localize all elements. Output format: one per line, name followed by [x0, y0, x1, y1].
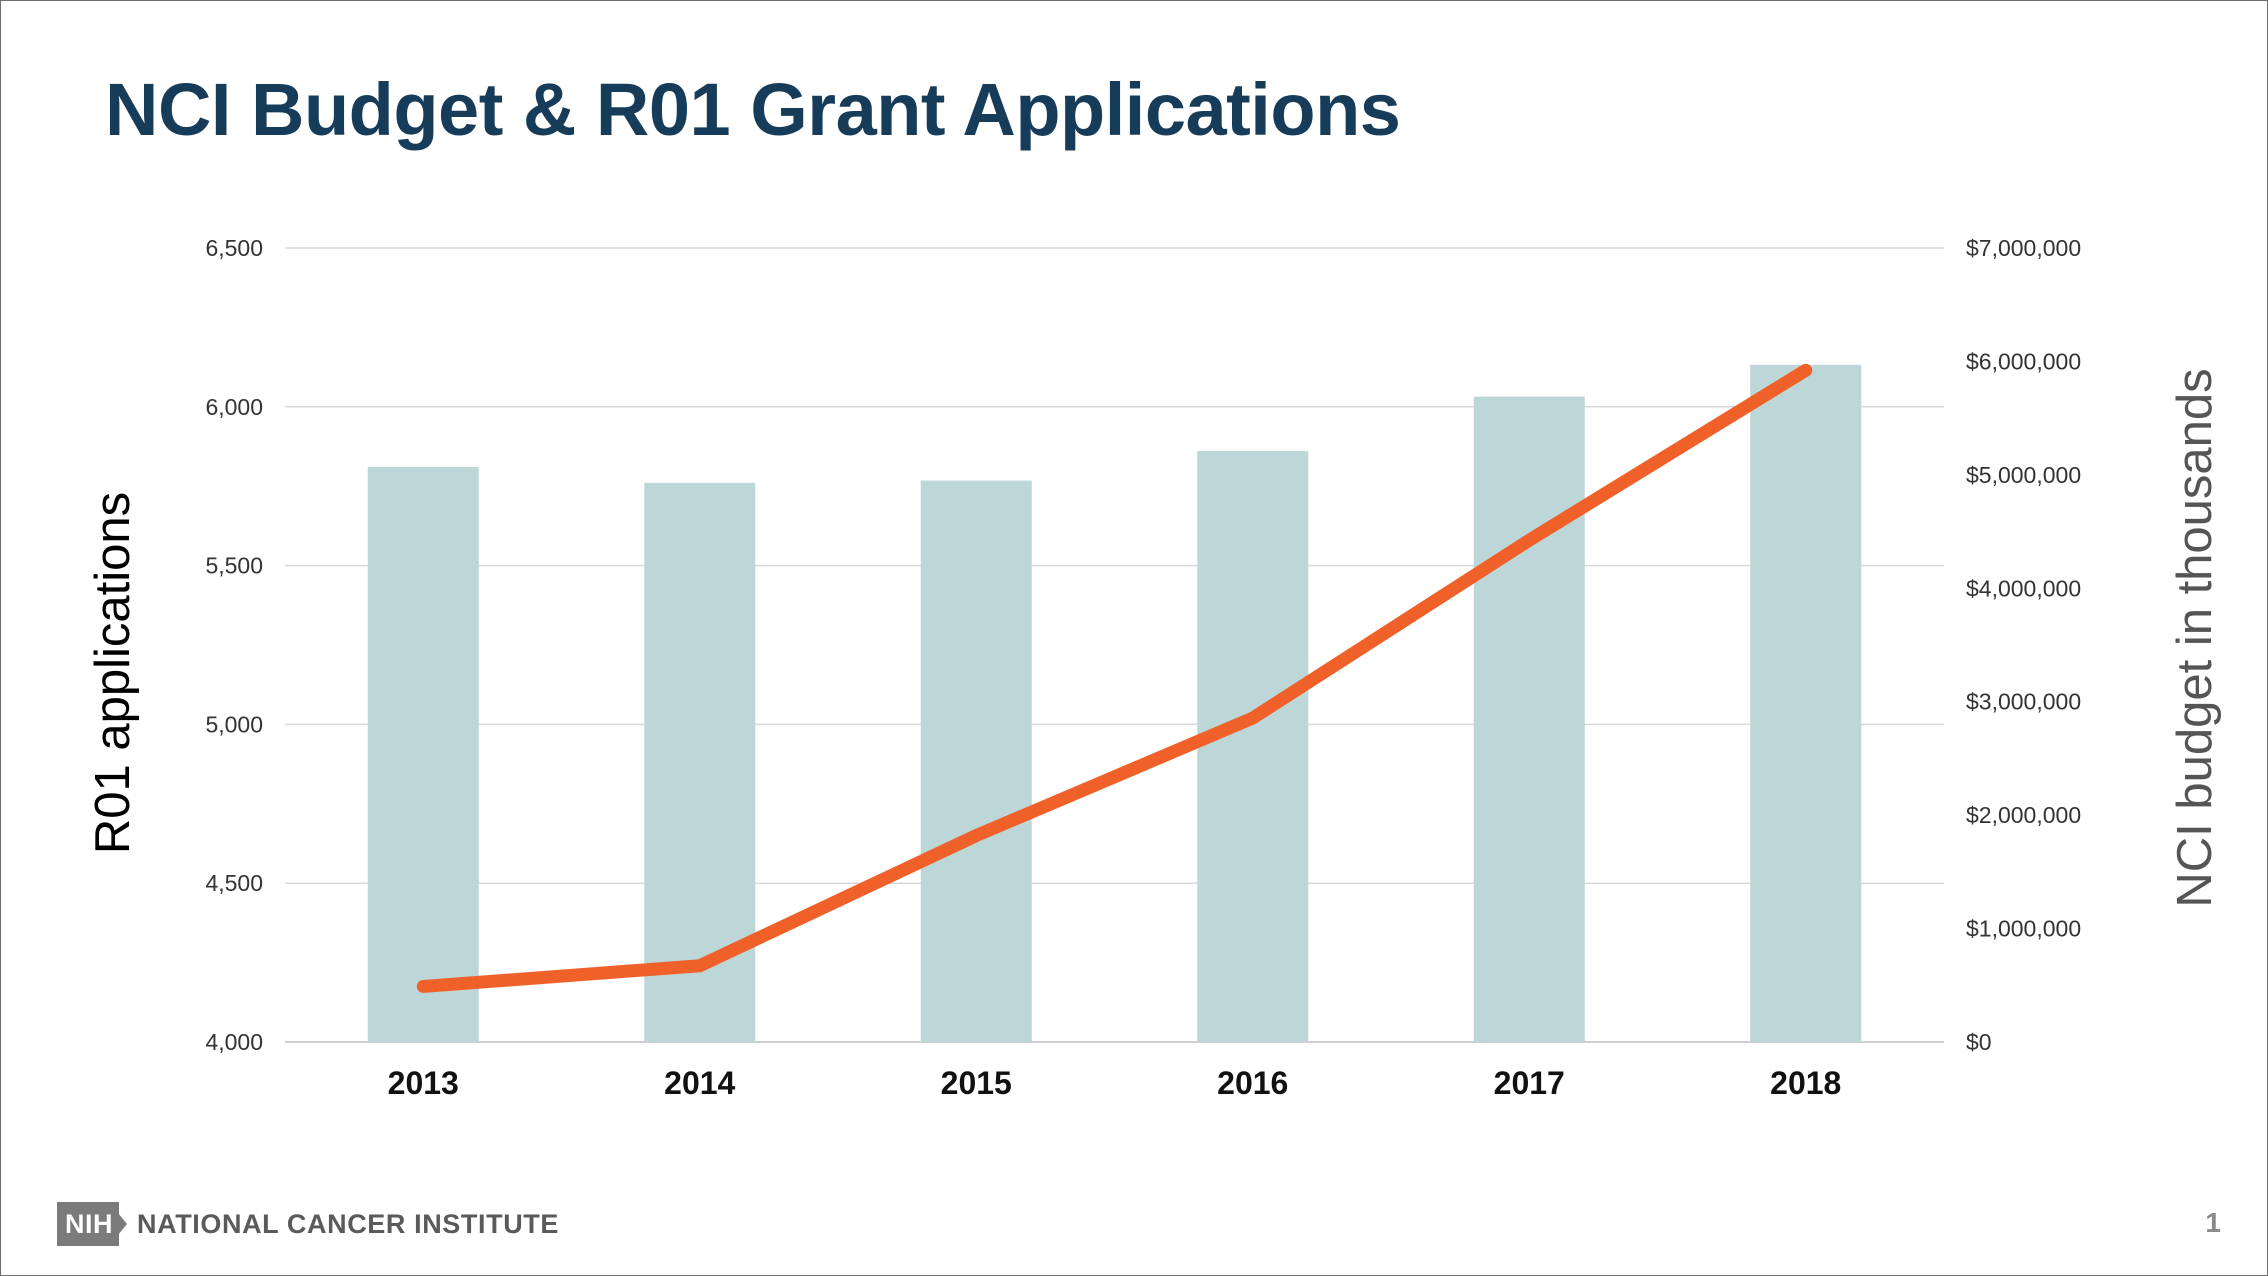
applications-line-path: [416, 363, 1813, 993]
bar-2013: [367, 466, 479, 1043]
gridlines: [285, 247, 1944, 1043]
right-tick-label: $6,000,000: [1966, 348, 2081, 374]
left-tick-label: 6,500: [205, 235, 263, 261]
bar-2015: [920, 480, 1032, 1042]
right-tick-label: $4,000,000: [1966, 575, 2081, 601]
bar-2018: [1750, 364, 1862, 1042]
slide-title: NCI Budget & R01 Grant Applications: [105, 68, 1401, 151]
budget-bars: [367, 364, 1862, 1043]
x-tick-label: 2018: [1770, 1065, 1841, 1101]
bar-2016: [1197, 451, 1309, 1043]
x-axis: 2013 2014 2015 2016 2017 2018: [388, 1065, 1842, 1101]
right-tick-label: $5,000,000: [1966, 462, 2081, 488]
right-tick-label: $1,000,000: [1966, 916, 2081, 942]
nih-logo: NIH: [57, 1202, 127, 1246]
x-tick-label: 2017: [1494, 1065, 1565, 1101]
right-tick-label: $3,000,000: [1966, 689, 2081, 715]
applications-line: [416, 363, 1813, 993]
x-tick-label: 2016: [1217, 1065, 1288, 1101]
x-tick-label: 2015: [941, 1065, 1012, 1101]
page-number: 1: [2205, 1207, 2221, 1238]
right-axis-title: NCI budget in thousands: [2168, 368, 2222, 907]
left-axis: 4,000 4,500 5,000 5,500 6,000 6,500: [205, 235, 263, 1055]
footer-logo: NIH NATIONAL CANCER INSTITUTE: [57, 1202, 559, 1246]
left-axis-title: R01 applications: [86, 492, 140, 854]
org-name: NATIONAL CANCER INSTITUTE: [137, 1208, 559, 1239]
right-tick-label: $0: [1966, 1029, 1992, 1055]
x-tick-label: 2014: [664, 1065, 735, 1101]
left-tick-label: 4,500: [205, 870, 263, 896]
right-tick-label: $7,000,000: [1966, 235, 2081, 261]
left-tick-label: 5,000: [205, 711, 263, 737]
left-tick-label: 5,500: [205, 553, 263, 579]
right-tick-label: $2,000,000: [1966, 802, 2081, 828]
nih-badge: NIH: [57, 1202, 119, 1246]
left-tick-label: 6,000: [205, 394, 263, 420]
right-axis: $0 $1,000,000 $2,000,000 $3,000,000 $4,000,0…: [1966, 235, 2081, 1055]
x-tick-label: 2013: [388, 1065, 459, 1101]
bar-2017: [1473, 396, 1585, 1042]
bar-2014: [644, 482, 756, 1043]
left-tick-label: 4,000: [205, 1029, 263, 1055]
